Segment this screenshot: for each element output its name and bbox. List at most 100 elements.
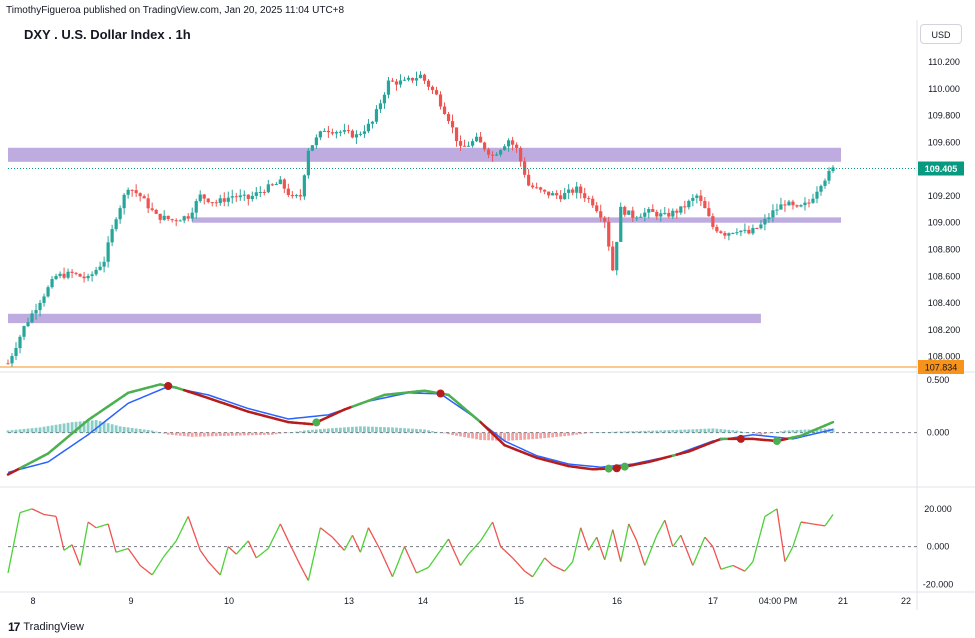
price-tick-label: 108.000 [928, 352, 961, 362]
price-tick-label: 109.000 [928, 218, 961, 228]
osc1-histogram-bar [134, 428, 138, 433]
osc2-line-segment [171, 540, 177, 547]
osc1-histogram-bar [391, 427, 394, 433]
candle-body [186, 216, 190, 219]
osc2-line-segment [504, 549, 510, 555]
candle-body [759, 224, 763, 229]
candle-body [246, 194, 250, 200]
candle-body [462, 145, 467, 147]
candle-body [547, 191, 551, 196]
candle-body [214, 202, 218, 204]
osc1-histogram-bar [791, 430, 795, 433]
candle-body [18, 336, 22, 349]
osc2-line-segment [728, 564, 734, 568]
candle-body [430, 86, 435, 91]
osc2-line-segment [147, 571, 153, 576]
osc1-histogram-bar [82, 421, 86, 433]
osc1-histogram-bar [266, 432, 270, 435]
osc2-line-segment [588, 543, 594, 551]
osc2-line-segment [259, 551, 265, 556]
osc2-line-segment [676, 534, 682, 542]
osc2-line-segment [223, 546, 229, 561]
candle-body [787, 201, 791, 206]
time-tick-label: 10 [224, 596, 234, 606]
osc1-histogram-bar [471, 432, 474, 439]
candle-body [326, 130, 330, 133]
osc2-line-segment [716, 557, 722, 570]
osc2-line-segment [99, 524, 105, 528]
candle-body [799, 205, 803, 207]
osc1-histogram-bar [815, 429, 819, 433]
osc1-histogram-bar [206, 432, 210, 437]
osc1-histogram-bar [90, 420, 94, 433]
osc2-line-segment [812, 523, 818, 526]
osc1-histogram-bar [74, 421, 78, 433]
osc2-line-segment [435, 550, 442, 557]
osc2-line-segment [508, 553, 514, 559]
osc2-line-segment [596, 536, 602, 549]
osc1-histogram-bar [371, 426, 374, 433]
candle-body [503, 146, 507, 151]
candle-body [114, 219, 118, 230]
osc1-histogram-bar [659, 430, 663, 433]
candle-body [438, 94, 443, 107]
osc2-line-segment [35, 510, 41, 514]
osc1-histogram-bar [242, 432, 246, 436]
osc1-histogram-bar [607, 431, 611, 433]
osc2-line-segment [359, 539, 366, 553]
osc2-line-segment [756, 531, 762, 547]
osc1-histogram-bar [747, 432, 751, 434]
candle-body [258, 191, 262, 193]
candle-body [535, 187, 539, 189]
osc2-line-segment [363, 527, 370, 541]
osc2-line-segment [764, 513, 770, 517]
osc2-line-segment [155, 561, 161, 569]
candle-body [162, 215, 166, 220]
osc1-histogram-bar [118, 426, 122, 433]
osc2-line-segment [700, 536, 706, 547]
osc2-line-segment [311, 545, 318, 564]
osc1-histogram-bar [795, 430, 799, 433]
candle-body [346, 130, 351, 132]
currency-button[interactable]: USD [920, 24, 962, 44]
osc1-histogram-bar [831, 428, 835, 433]
osc2-line-segment [411, 563, 418, 574]
osc1-histogram-bar [587, 432, 591, 434]
candle-body [122, 194, 126, 209]
osc1-histogram-bar [54, 424, 58, 433]
osc2-line-segment [520, 566, 526, 572]
osc2-line-segment [816, 523, 822, 526]
osc1-histogram-bar [783, 430, 787, 433]
osc1-histogram-bar [543, 432, 547, 439]
osc1-histogram-bar [262, 432, 266, 435]
osc1-histogram-bar [154, 431, 158, 433]
osc1-histogram-bar [322, 428, 326, 433]
osc1-histogram-bar [467, 432, 470, 438]
osc1-histogram-bar [483, 432, 486, 441]
osc1-histogram-bar [146, 430, 150, 433]
osc1-histogram-bar [559, 432, 563, 437]
osc2-line-segment [472, 544, 478, 551]
osc2-line-segment [416, 570, 421, 574]
osc2-line-segment [800, 521, 806, 524]
osc1-cross-marker [436, 389, 445, 398]
osc2-line-segment [644, 555, 650, 566]
candle-body [374, 109, 379, 122]
candle-body [282, 179, 286, 189]
candle-body [6, 363, 10, 365]
candle-body [575, 186, 579, 193]
osc2-line-segment [219, 560, 225, 576]
osc1-histogram-bar [515, 432, 519, 441]
candle-body [711, 216, 715, 227]
osc1-histogram-bar [583, 432, 587, 434]
osc2-line-segment [407, 555, 414, 565]
osc1-histogram-bar [531, 432, 535, 440]
candle-body [418, 74, 423, 79]
osc2-line-segment [375, 542, 382, 551]
tradingview-logo: 17 TradingView [8, 620, 84, 634]
osc2-line-segment [95, 525, 101, 529]
candle-body [498, 150, 503, 155]
osc1-histogram-bar [547, 432, 551, 438]
osc2-line-segment [55, 516, 61, 534]
